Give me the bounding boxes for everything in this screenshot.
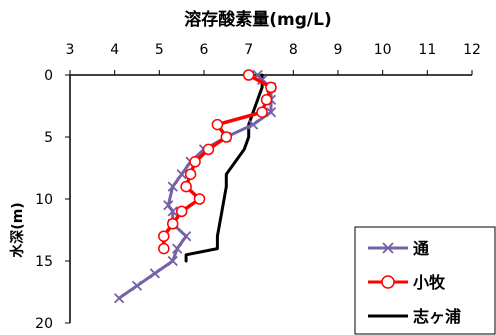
legend-marker-0-b — [382, 242, 394, 254]
x-tick-label-5: 8 — [289, 42, 298, 58]
series-line-2 — [184, 73, 264, 263]
chart-title: 溶存酸素量(mg/L) — [184, 9, 331, 30]
x-tick-label-4: 7 — [244, 42, 253, 58]
x-marker-stroke-b — [265, 107, 277, 118]
x-marker-stroke-b — [131, 280, 143, 291]
x-marker-stroke-b — [113, 293, 125, 304]
x-marker-stroke-b — [180, 231, 192, 242]
series-0-point-19 — [113, 293, 125, 304]
series-1-point-5 — [220, 131, 233, 143]
legend-label-0: 通 — [413, 239, 429, 258]
series-0-point-17 — [149, 268, 161, 279]
y-axis-label: 水深(m) — [9, 202, 26, 257]
x-marker-stroke-b — [167, 255, 178, 267]
legend-label-2: 志ヶ浦 — [413, 307, 461, 326]
x-tick-label-1: 4 — [110, 42, 119, 58]
x-tick-label-3: 6 — [200, 42, 209, 58]
y-tick-label-2: 10 — [35, 192, 53, 208]
series-0 — [113, 69, 277, 304]
series-1-point-11 — [175, 205, 188, 218]
x-tick-label-9: 12 — [463, 42, 481, 58]
series-line-1 — [162, 73, 273, 251]
series-1-point-1 — [265, 81, 277, 94]
series-0-point-12 — [167, 206, 178, 217]
y-tick-label-4: 20 — [35, 316, 53, 332]
series-1-point-8 — [184, 168, 197, 180]
y-tick-label-0: 0 — [44, 68, 53, 84]
series-0-point-10 — [167, 181, 178, 192]
series-1-point-6 — [202, 143, 215, 156]
y-tick-label-1: 5 — [44, 130, 53, 146]
series-0-point-11 — [163, 200, 174, 211]
x-marker-stroke-b — [167, 181, 178, 192]
x-marker-stroke-b — [163, 200, 174, 211]
series-1-point-0 — [242, 69, 255, 81]
series-0-point-4 — [265, 107, 277, 118]
series-1-point-9 — [180, 180, 192, 193]
x-marker-stroke-b — [167, 206, 178, 217]
series-0-point-5 — [247, 119, 259, 130]
x-tick-label-2: 5 — [155, 42, 164, 58]
x-marker-stroke-b — [247, 119, 259, 130]
series-1-point-14 — [158, 242, 170, 255]
series-0-point-18 — [131, 280, 143, 291]
series-2 — [184, 73, 264, 263]
x-marker-stroke-b — [172, 243, 183, 254]
x-marker-stroke-b — [149, 268, 161, 279]
series-0-point-14 — [180, 231, 192, 242]
x-marker-stroke-b — [176, 169, 187, 180]
x-tick-label-0: 3 — [66, 42, 75, 58]
series-1-point-10 — [193, 193, 206, 205]
x-tick-label-8: 11 — [418, 42, 436, 58]
series-0-point-15 — [172, 243, 183, 254]
x-tick-label-6: 9 — [334, 42, 343, 58]
y-tick-label-3: 15 — [35, 254, 53, 270]
series-0-point-16 — [167, 255, 178, 267]
series-0-point-9 — [176, 169, 187, 180]
x-marker-stroke-b — [256, 74, 268, 86]
series-1-point-2 — [260, 94, 273, 106]
series-layer — [113, 69, 277, 304]
series-1 — [158, 69, 277, 255]
series-1-point-13 — [158, 230, 170, 242]
series-1-point-7 — [189, 156, 201, 168]
legend-marker-1 — [381, 275, 395, 289]
series-1-point-3 — [256, 106, 268, 118]
series-1-point-12 — [166, 218, 179, 230]
legend-label-1: 小牧 — [413, 273, 446, 292]
series-1-point-4 — [211, 118, 224, 131]
x-tick-label-7: 10 — [374, 42, 392, 58]
series-line-0 — [117, 73, 273, 300]
axes: 3 4 5 6 7 8 9 10 11 12 0 5 10 15 20 — [35, 42, 481, 332]
